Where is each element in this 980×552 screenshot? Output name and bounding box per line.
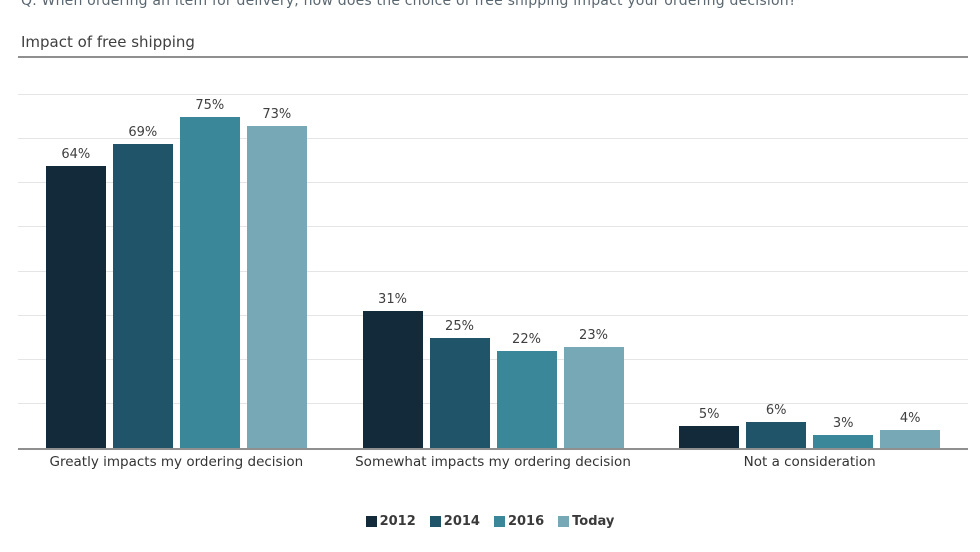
legend-label: 2016 <box>507 514 545 529</box>
legend-swatch-icon <box>365 516 377 527</box>
bar-group-2: 31% 25% 22% 23% <box>362 95 624 448</box>
gridline-70 <box>18 138 968 140</box>
gridline-50 <box>18 226 968 228</box>
title-divider <box>18 56 968 58</box>
legend-label: 2012 <box>379 514 416 529</box>
legend-item-2012: 2012 <box>365 514 416 529</box>
bar-group-1: 64% 69% 75% 73% <box>45 95 307 448</box>
gridline-30 <box>18 314 968 316</box>
legend-label: Today <box>572 514 615 529</box>
bar-value-label: 23% <box>579 327 608 343</box>
legend-item-today: Today <box>558 514 614 529</box>
bar-2016-group1: 75% <box>179 98 240 448</box>
gridline-20 <box>18 358 968 360</box>
survey-question: Q. When ordering an item for delivery, h… <box>21 0 797 9</box>
bar-value-label: 25% <box>445 318 474 334</box>
bar-2014-group1: 69% <box>112 125 173 448</box>
x-axis-line <box>18 448 968 450</box>
legend-swatch-icon <box>429 516 441 527</box>
x-label-3: Not a consideration <box>743 454 876 470</box>
bar-value-label: 64% <box>61 146 91 162</box>
bar-value-label: 3% <box>832 415 854 431</box>
chart-title: Impact of free shipping <box>21 33 195 51</box>
gridline-40 <box>18 270 968 272</box>
bar-2012-group3: 5% <box>679 407 740 448</box>
bar-2012-group2: 31% <box>362 292 423 448</box>
bar-2014-group2: 25% <box>429 319 490 448</box>
bar-value-label: 4% <box>899 411 921 427</box>
legend-item-2014: 2014 <box>429 514 480 529</box>
bar-value-label: 22% <box>512 331 541 347</box>
plot-area: 64% 69% 75% 73% 31% 25% 22% 23% 5% 6% 3% 4% <box>18 94 968 450</box>
bar-value-label: 5% <box>698 406 720 422</box>
bar-2016-group2: 22% <box>496 332 557 448</box>
bar-value-label: 69% <box>128 124 158 140</box>
bar-value-label: 75% <box>195 98 225 114</box>
bar-group-3: 5% 6% 3% 4% <box>679 95 941 448</box>
bar-today-group2: 23% <box>563 328 624 448</box>
gridline-10 <box>18 402 968 404</box>
bar-today-group1: 73% <box>246 107 307 448</box>
x-axis-labels: Greatly impacts my ordering decision Some… <box>18 454 968 470</box>
x-label-2: Somewhat impacts my ordering decision <box>355 454 631 470</box>
legend-swatch-icon <box>558 516 570 527</box>
bar-value-label: 6% <box>765 402 787 418</box>
bar-value-label: 73% <box>262 106 292 122</box>
legend: 2012 2014 2016 Today <box>0 514 980 529</box>
legend-item-2016: 2016 <box>493 514 545 529</box>
gridline-80 <box>18 94 968 95</box>
bar-2012-group1: 64% <box>45 147 106 448</box>
legend-label: 2014 <box>443 514 480 529</box>
bar-2016-group3: 3% <box>813 416 874 448</box>
bar-today-group3: 4% <box>880 411 941 448</box>
bar-value-label: 31% <box>378 292 407 308</box>
bar-2014-group3: 6% <box>746 403 807 448</box>
gridline-60 <box>18 182 968 184</box>
legend-swatch-icon <box>493 516 505 527</box>
x-label-1: Greatly impacts my ordering decision <box>49 454 304 470</box>
